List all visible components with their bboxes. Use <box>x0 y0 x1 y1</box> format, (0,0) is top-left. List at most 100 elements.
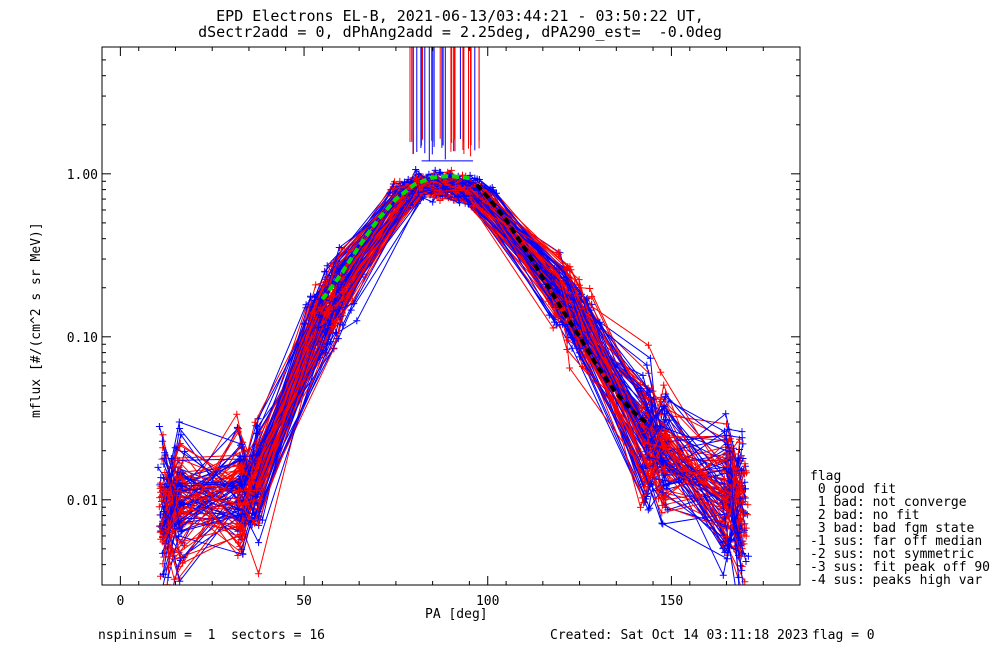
data-point <box>661 493 669 501</box>
data-point <box>157 511 164 519</box>
data-point <box>732 469 740 477</box>
data-point <box>469 202 477 210</box>
data-point <box>737 483 745 491</box>
legend-entry: 0 good fit <box>810 482 897 497</box>
data-point <box>436 187 444 195</box>
data-point <box>549 324 557 332</box>
data-point <box>588 293 596 301</box>
data-point <box>724 425 732 433</box>
data-point <box>317 296 324 304</box>
data-point <box>176 508 184 516</box>
data-point <box>466 171 474 179</box>
data-point <box>327 260 335 268</box>
data-point <box>646 387 654 395</box>
axes: 0 50 100 150 0.01 0.10 1.00 <box>67 46 801 609</box>
plot-frame <box>101 46 801 586</box>
data-point <box>160 460 168 468</box>
data-point <box>580 333 588 341</box>
data-point <box>563 336 571 344</box>
data-point <box>644 341 652 349</box>
data-point <box>578 363 586 370</box>
data-point <box>642 443 650 451</box>
data-point <box>473 175 481 183</box>
data-point <box>722 410 730 418</box>
data-point <box>660 381 668 389</box>
data-point <box>721 548 729 556</box>
data-point <box>240 510 248 518</box>
data-point <box>475 196 483 204</box>
data-point <box>255 539 263 547</box>
data-point <box>661 409 668 417</box>
data-point <box>489 187 497 195</box>
data-point <box>315 311 323 319</box>
data-point <box>660 457 668 464</box>
legend-entry: 2 bad: no fit <box>810 508 920 523</box>
data-point <box>735 454 743 462</box>
data-point <box>412 166 420 173</box>
data-point <box>720 475 728 483</box>
data-point <box>660 402 668 410</box>
data-point <box>660 431 668 438</box>
data-point <box>566 364 574 372</box>
legend-entry: -4 sus: peaks high var <box>810 573 983 588</box>
data-point <box>321 268 329 276</box>
data-point <box>176 440 184 447</box>
data-point <box>175 418 183 426</box>
data-point <box>453 193 461 201</box>
data-point <box>576 281 583 289</box>
data-point <box>658 519 666 527</box>
data-point <box>719 496 727 503</box>
y-tick-label: 0.10 <box>67 331 98 346</box>
data-point <box>637 503 644 511</box>
data-point <box>236 453 244 461</box>
data-point <box>657 423 665 430</box>
data-point <box>164 563 172 571</box>
data-point <box>662 494 670 502</box>
data-point <box>339 321 347 329</box>
data-point <box>338 287 346 295</box>
data-point <box>330 318 338 326</box>
data-point <box>253 439 261 447</box>
data-point <box>736 438 743 446</box>
data-point <box>233 410 241 418</box>
data-point <box>464 186 472 194</box>
data-point <box>176 577 184 585</box>
data-point <box>176 492 184 500</box>
data-point <box>658 509 666 517</box>
data-point <box>237 456 245 463</box>
data-point <box>638 463 646 471</box>
data-point <box>738 434 746 442</box>
data-point <box>156 484 164 492</box>
data-point <box>236 500 244 508</box>
data-point <box>175 532 183 540</box>
data-point <box>415 170 423 178</box>
data-point <box>176 425 184 432</box>
data-point <box>469 179 477 187</box>
data-point <box>251 519 258 527</box>
data-point <box>739 498 747 505</box>
data-point <box>174 456 182 464</box>
data-point <box>312 281 320 289</box>
y-tick-label: 1.00 <box>67 168 98 183</box>
chart-title-line-2: dSectr2add = 0, dPhAng2add = 2.25deg, dP… <box>198 23 722 41</box>
data-point <box>638 403 646 411</box>
data-point <box>716 503 724 511</box>
footer-spin-info: nspininsum = 1 sectors = 16 <box>98 628 325 643</box>
data-point <box>156 528 164 536</box>
data-point <box>176 472 184 480</box>
data-point <box>353 317 361 325</box>
data-point <box>159 570 167 578</box>
data-point <box>242 475 250 483</box>
data-point <box>235 487 243 495</box>
data-point <box>456 199 464 207</box>
data-point <box>723 431 731 439</box>
saturation-spikes <box>409 47 480 162</box>
data-point <box>738 428 746 436</box>
legend-entry: -2 sus: not symmetric <box>810 547 975 562</box>
data-point <box>742 558 750 565</box>
data-point <box>256 483 264 491</box>
data-point <box>568 344 576 352</box>
data-point <box>311 309 319 317</box>
data-point <box>640 422 648 430</box>
footer-created: Created: Sat Oct 14 03:11:18 2023 <box>550 628 809 643</box>
